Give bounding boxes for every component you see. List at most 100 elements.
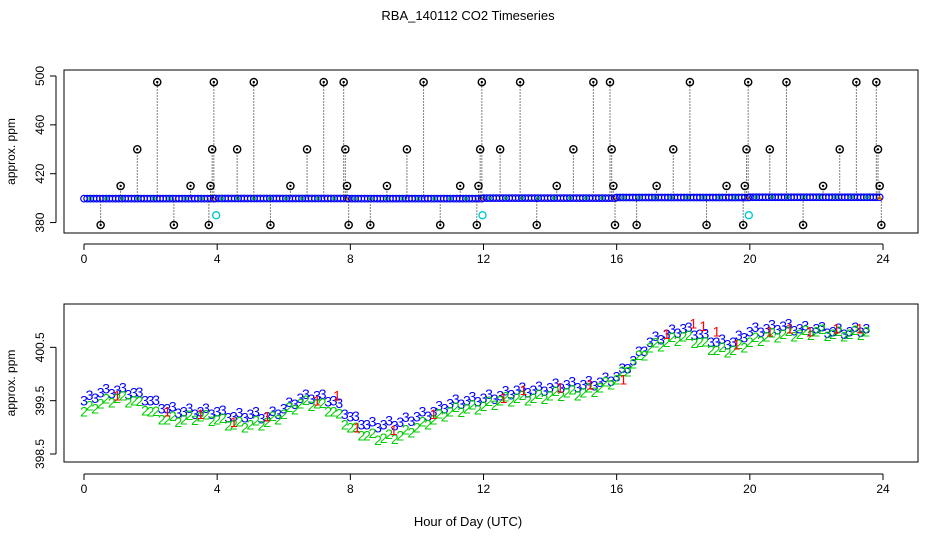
series-3-point: 3 [102, 381, 110, 397]
series-3-point: 3 [324, 394, 332, 410]
series-1-point: 1 [163, 403, 171, 419]
spike-point [569, 144, 578, 154]
series-1-point: 1 [689, 315, 697, 331]
series-3-point: 3 [358, 417, 366, 433]
spike-point-center [635, 223, 638, 227]
spike-point [605, 77, 615, 87]
spike-point-center [210, 148, 214, 151]
spike-point-center [458, 184, 462, 188]
series-3-point: 3 [774, 322, 782, 338]
spike-point [609, 181, 618, 191]
spike-point [552, 181, 562, 191]
spike-point [366, 220, 375, 230]
series-3-point: 3 [230, 409, 238, 425]
series-3-point: 3 [186, 400, 194, 416]
series-3-point: 3 [446, 395, 454, 411]
spike-point-center [156, 80, 159, 84]
series-3-point: 3 [274, 406, 282, 422]
series-3-point: 3 [191, 406, 199, 422]
series-1-point: 1 [353, 419, 361, 435]
series-3-point: 3 [563, 377, 571, 393]
spike-point [132, 144, 142, 154]
series-3-point: 3 [285, 394, 293, 410]
bottom-panel-y-tick-label: 400.5 [33, 332, 47, 362]
series-3-point: 3 [108, 386, 116, 402]
series-2-point: 2 [801, 322, 809, 338]
series-3-point: 3 [197, 403, 205, 419]
series-3-point: 3 [152, 392, 160, 408]
series-2-point: 2 [635, 347, 643, 363]
series-3-point: 3 [263, 409, 271, 425]
spike-point [342, 181, 352, 191]
spike-point [286, 181, 295, 191]
bottom-panel-x-tick-label: 16 [610, 482, 624, 496]
spike-point-center [672, 148, 675, 151]
series-2-point: 2 [641, 347, 649, 363]
series-3-point: 3 [718, 331, 726, 347]
series-3-point: 3 [163, 401, 171, 417]
series-2-point: 2 [230, 417, 238, 433]
top-panel-y-tick-label: 420 [33, 163, 47, 183]
top-panel-y-tick-label: 460 [33, 115, 47, 135]
series-3-point: 3 [424, 408, 432, 424]
spike-point [515, 77, 525, 87]
series-2-point: 2 [496, 393, 504, 409]
series-2-point: 2 [191, 412, 199, 428]
series-2-point: 2 [130, 393, 138, 409]
series-1-point: 1 [197, 406, 205, 422]
series-3-point: 3 [341, 406, 349, 422]
series-2-point: 2 [502, 389, 510, 405]
series-2-point: 2 [646, 339, 654, 355]
series-3-point: 3 [252, 404, 260, 420]
spike-point [249, 77, 259, 87]
series-2-point: 2 [591, 384, 599, 400]
series-1-point: 1 [333, 387, 341, 403]
series-3-point: 3 [396, 414, 404, 430]
spike-point-center [613, 223, 617, 227]
spike-point-center [342, 80, 345, 84]
cyan-point [478, 211, 487, 220]
spike-point [169, 220, 179, 230]
series-2-point: 2 [657, 338, 665, 354]
series-2-point: 2 [763, 329, 771, 345]
series-3-point: 3 [485, 386, 493, 402]
series-2-point: 2 [452, 399, 460, 415]
series-2-point: 2 [252, 413, 260, 429]
series-2-point: 2 [596, 379, 604, 395]
series-3-point: 3 [441, 401, 449, 417]
series-3-point: 3 [607, 373, 615, 389]
series-3-point: 3 [224, 410, 232, 426]
series-3-point: 3 [296, 390, 304, 406]
bottom-panel-x-tick-label: 0 [81, 482, 88, 496]
spike-point [607, 144, 616, 154]
series-3-point: 3 [574, 379, 582, 395]
series-3-point: 3 [407, 413, 415, 429]
spike-point [652, 181, 661, 191]
spike-point-center [119, 184, 122, 188]
series-3-point: 3 [208, 406, 216, 422]
series-3-point: 3 [713, 334, 721, 350]
spike-point-center [345, 184, 349, 188]
series-2-point: 2 [668, 329, 676, 345]
series-3-point: 3 [124, 386, 132, 402]
spike-point-center [855, 80, 858, 84]
series-2-point: 2 [835, 323, 843, 339]
spike-point [818, 181, 828, 191]
series-3-point: 3 [729, 334, 737, 350]
series-2-point: 2 [674, 333, 682, 349]
series-3-point: 3 [269, 403, 277, 419]
series-2-point: 2 [396, 427, 404, 443]
spike-point [341, 144, 350, 154]
series-2-point: 2 [690, 335, 698, 351]
series-3-point: 3 [596, 374, 604, 390]
spike-point [738, 220, 748, 230]
series-3-point: 3 [346, 409, 354, 425]
series-2-point: 2 [751, 329, 759, 345]
series-2-point: 2 [358, 427, 366, 443]
series-2-point: 2 [851, 322, 859, 338]
spike-point [765, 144, 775, 154]
spike-point-center [745, 148, 748, 151]
bottom-panel-y-tick-label: 398.5 [33, 439, 47, 469]
spike-point-center [572, 148, 575, 151]
series-1-point: 1 [733, 337, 741, 353]
